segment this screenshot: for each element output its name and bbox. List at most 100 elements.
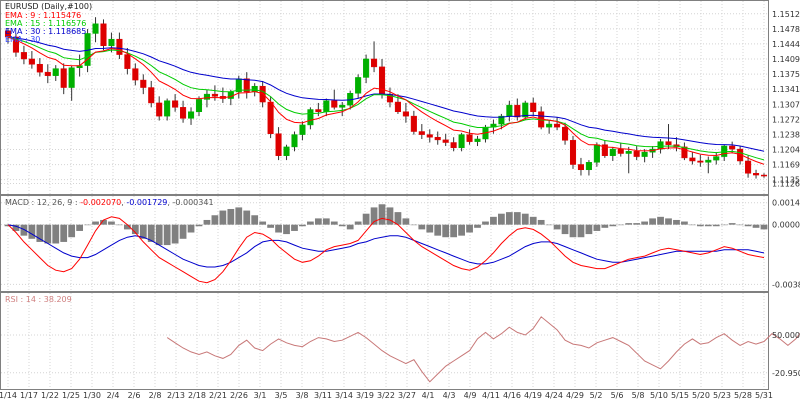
candle-down [410,115,417,132]
legend-ema-30b: EMA : 30 [5,35,40,44]
candle-up [705,159,712,163]
x-tick-label: 5/15 [671,391,689,400]
macd-hist-bar [577,224,585,238]
macd-hist-bar [585,224,593,235]
x-tick-label: 3/1 [254,391,267,400]
x-tick-label: 2/13 [167,391,185,400]
x-tick-label: 1/14 [0,391,17,400]
candle-up [474,138,481,142]
macd-hist-bar [187,224,195,233]
candle-down [745,160,752,174]
candle-up [307,109,314,126]
macd-hist-bar [688,224,696,226]
macd-hist-bar [633,223,641,225]
macd-hist-bar [418,224,426,230]
macd-hist-bar [267,224,274,228]
price-tick-label: 1.13070 [772,100,800,109]
candle-down [116,38,123,55]
macd-hist-bar [696,224,704,227]
candle-down [697,160,704,163]
x-tick-label: 4/9 [464,391,477,400]
candle-down [211,93,218,97]
candle-down [466,134,473,142]
macd-hist-bar [665,218,672,225]
macd-hist-bar [625,223,633,225]
macd-signal-line [7,224,765,268]
candle-up [458,134,465,149]
macd-hist-bar [378,204,386,225]
macd-hist-bar [529,216,537,225]
x-tick-label: 5/6 [611,391,624,400]
macd-hist-bar [92,221,99,225]
rsi-tick-label: 50.000 [772,331,800,340]
candle-up [291,134,298,148]
macd-hist-bar [458,224,465,236]
macd-hist-bar [386,207,394,225]
candle-down [315,109,322,112]
macd-hist-bar [20,224,28,236]
candle-down [617,148,624,154]
candle-up [52,68,59,76]
candle-down [331,100,338,108]
price-tick-label: 1.12727 [772,115,800,124]
macd-hist-bar [195,224,203,227]
macd-hist-bar [442,224,450,238]
candle-up [323,100,330,112]
candle-down [172,100,179,108]
macd-tick-label: 0.000000 [772,221,800,230]
candle-down [514,104,521,118]
candle-down [665,141,672,145]
x-tick-label: 4/16 [503,391,521,400]
macd-hist-bar [116,224,123,226]
rsi-series [166,316,800,383]
x-tick-label: 4/3 [443,391,456,400]
ema-lines [7,36,765,165]
legend-ema-15: EMA : 15 : 1.116576 [5,19,86,28]
macd-hist-bar [100,219,107,225]
macd-value-signal: -0.001729 [126,198,167,207]
macd-hist-bar [12,224,20,231]
x-tick-label: 2/26 [230,391,248,400]
macd-hist-bar [649,218,656,225]
candle-up [506,104,513,117]
candle-up [713,156,720,161]
candle-up [92,23,99,34]
candle-up [195,99,203,112]
macd-hist-bar [147,224,155,242]
rsi-label: RSI : 14 : 38.209 [5,295,72,304]
macd-hist-bar [283,224,290,235]
x-tick-label: 4/1 [422,391,435,400]
candle-down [132,68,139,81]
candle-down [729,145,736,150]
candle-up [593,144,600,163]
price-candles [4,17,768,179]
macd-hist-bar [354,221,362,225]
macd-hist-bar [744,224,752,227]
macd-hist-bar [728,223,736,225]
macd-hist-bar [434,224,442,236]
candle-up [498,115,505,125]
macd-hist-bar [131,224,139,235]
price-tick-label: 1.14785 [772,25,800,34]
macd-hist-bar [553,224,561,230]
axis-labels: 1/14 1/17 1/22 1/25 1/30 2/4 2/6 2/8 2/13 2/18 2/2… [0,10,800,400]
candle-up [609,148,616,156]
candle-down [402,111,409,117]
candle-up [68,67,75,88]
candle-down [12,36,19,53]
x-tick-label: 5/31 [755,391,773,400]
macd-hist-bar [68,224,76,238]
macd-hist-bar [641,221,649,225]
candle-down [28,58,35,65]
macd-label: MACD : 12, 26, 9 : -0.002070, -0.001729,… [5,198,214,207]
macd-hist-bar [490,216,497,225]
macd-tick-label: 0.001401 [772,199,800,208]
macd-hist-bar [521,213,529,225]
macd-value-sep1: , [121,198,126,207]
candle-down [243,78,250,93]
ema-15-line [7,36,765,161]
x-tick-label: 2/4 [107,391,120,400]
macd-hist-bar [291,224,298,231]
x-tick-label: 3/27 [398,391,416,400]
macd-hist-bar [84,224,91,226]
